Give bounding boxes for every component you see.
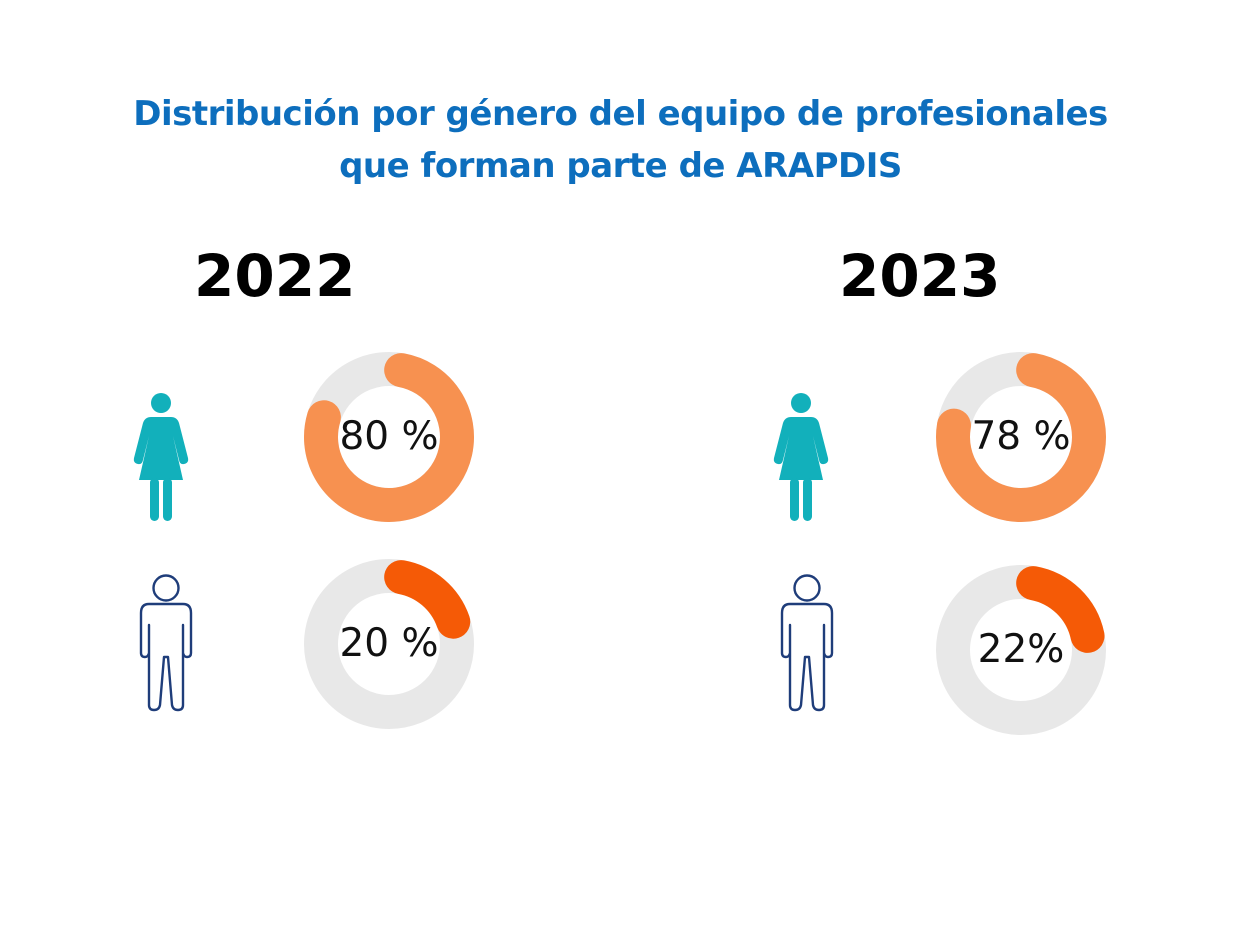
male-icon [139, 574, 193, 712]
donut-label-2022-men: 20 % [339, 621, 439, 666]
chart-title-line-1: Distribución por género del equipo de pr… [133, 94, 1108, 134]
donut-label-2022-women: 80 % [339, 414, 439, 459]
donut-arc-men [384, 560, 471, 639]
donut-2022-men [304, 559, 474, 729]
donut-2023-women [936, 352, 1106, 522]
donut-arc-men [1016, 566, 1105, 653]
donut-2023-men [936, 565, 1106, 735]
female-icon [773, 393, 829, 521]
donut-arc-women [936, 353, 1106, 522]
donut-label-2023-men: 22% [977, 627, 1065, 672]
year-heading-2022: 2022 [194, 242, 356, 310]
chart-title-line-2: que forman parte de ARAPDIS [339, 146, 902, 186]
donut-label-2023-women: 78 % [971, 414, 1071, 459]
chart-title: Distribución por género del equipo de pr… [0, 88, 1241, 192]
donut-arc-women [304, 353, 474, 522]
female-icon [133, 393, 189, 521]
donut-2022-women [304, 352, 474, 522]
year-heading-2023: 2023 [839, 242, 1001, 310]
male-icon [780, 574, 834, 712]
